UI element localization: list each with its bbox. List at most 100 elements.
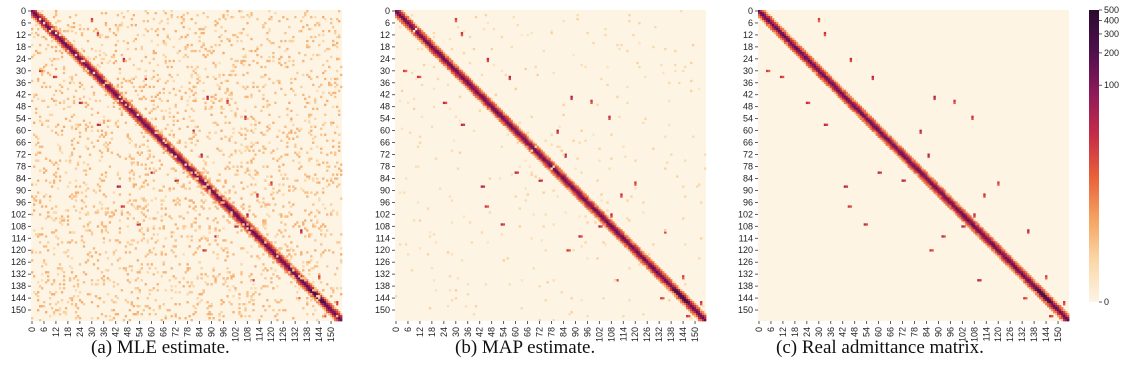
heatmap-cell: [38, 285, 42, 288]
heatmap-cell: [148, 167, 151, 170]
heatmap-cell: [164, 127, 167, 130]
heatmap-cell: [490, 107, 494, 111]
heatmap-cell: [98, 83, 102, 87]
heatmap-cell: [660, 297, 663, 300]
heatmap-cell: [112, 105, 116, 109]
heatmap-cell: [72, 205, 76, 208]
heatmap-cell: [104, 35, 108, 39]
heatmap-cell: [148, 155, 151, 158]
heatmap-cell: [50, 31, 54, 35]
heatmap-cell: [98, 73, 102, 77]
heatmap-cell: [470, 87, 474, 91]
heatmap-cell: [58, 43, 62, 47]
heatmap-cell: [500, 115, 503, 118]
heatmap-cell: [590, 205, 593, 208]
heatmap-cell: [130, 139, 134, 142]
heatmap-cell: [224, 17, 227, 21]
heatmap-cell: [294, 271, 297, 274]
heatmap-cell: [524, 135, 527, 138]
heatmap-cell: [220, 247, 223, 250]
heatmap-cell: [306, 45, 309, 49]
heatmap-cell: [142, 123, 145, 126]
heatmap-cell: [484, 105, 488, 109]
heatmap-cell: [66, 47, 70, 51]
heatmap-cell: [120, 101, 124, 105]
heatmap-cell: [472, 91, 476, 95]
heatmap-cell: [238, 313, 241, 316]
heatmap-cell: [182, 217, 185, 220]
heatmap-cell: [570, 97, 573, 101]
heatmap-cell: [294, 285, 297, 288]
heatmap-cell: [126, 101, 130, 105]
heatmap-cell: [268, 245, 271, 248]
heatmap-cell: [448, 67, 452, 71]
heatmap-cell: [252, 225, 255, 228]
heatmap-cell: [286, 249, 289, 252]
heatmap-cell: [672, 287, 675, 290]
heatmap-cell: [234, 73, 237, 77]
heatmap-cell: [302, 221, 305, 224]
heatmap-cell: [118, 23, 122, 27]
heatmap-cell: [62, 271, 66, 274]
heatmap-cell: [246, 147, 249, 150]
heatmap-cell: [460, 79, 464, 83]
heatmap-cell: [218, 203, 221, 206]
heatmap-cell: [674, 295, 677, 298]
heatmap-cell: [306, 191, 309, 194]
heatmap-cell: [250, 159, 253, 162]
heatmap-cell: [280, 87, 283, 91]
heatmap-cell: [76, 285, 80, 288]
heatmap-cell: [144, 163, 147, 166]
heatmap-cell: [548, 165, 551, 168]
heatmap-cell: [76, 49, 80, 53]
heatmap-cell: [256, 47, 259, 51]
heatmap-cell: [36, 33, 40, 37]
heatmap-cell: [336, 315, 339, 318]
heatmap-cell: [678, 295, 681, 298]
heatmap-cell: [78, 217, 82, 220]
heatmap-cell: [170, 10, 173, 13]
heatmap-cell: [202, 167, 205, 170]
heatmap-cell: [642, 255, 645, 258]
heatmap-cell: [250, 225, 253, 228]
heatmap-cell: [76, 53, 80, 57]
heatmap-cell: [126, 111, 130, 115]
heatmap-cell: [492, 113, 496, 117]
heatmap-cell: [338, 149, 341, 152]
heatmap-cell: [86, 229, 90, 232]
heatmap-cell: [178, 151, 181, 154]
heatmap-cell: [102, 281, 106, 284]
heatmap-cell: [150, 125, 153, 128]
heatmap-cell: [68, 277, 72, 280]
heatmap-cell: [666, 281, 669, 284]
heatmap-cell: [450, 69, 454, 73]
heatmap-cell: [116, 173, 120, 176]
heatmap-cell: [160, 207, 163, 210]
heatmap-cell: [614, 225, 617, 228]
heatmap-cell: [52, 37, 56, 41]
heatmap-cell: [86, 213, 90, 216]
heatmap-cell: [150, 289, 153, 292]
heatmap-cell: [136, 111, 139, 115]
heatmap-cell: [34, 251, 38, 254]
heatmap-cell: [440, 59, 444, 63]
heatmap-cell: [112, 55, 116, 59]
heatmap-cell: [334, 95, 337, 99]
heatmap-cell: [630, 241, 633, 244]
heatmap-cell: [206, 97, 209, 101]
heatmap-cell: [134, 313, 138, 316]
heatmap-cell: [86, 69, 90, 73]
heatmap-cell: [266, 251, 269, 254]
heatmap-cell: [294, 253, 297, 256]
heatmap-cell: [444, 101, 448, 105]
heatmap-cell: [118, 97, 122, 101]
heatmap-cell: [308, 119, 311, 122]
heatmap-cell: [254, 239, 257, 242]
heatmap-cell: [620, 193, 623, 196]
heatmap-cell: [246, 85, 249, 89]
heatmap-cell: [494, 109, 498, 113]
heatmap-cell: [246, 293, 249, 296]
heatmap-cell: [226, 219, 229, 222]
heatmap-cell: [198, 261, 201, 264]
heatmap-cell: [170, 129, 173, 132]
